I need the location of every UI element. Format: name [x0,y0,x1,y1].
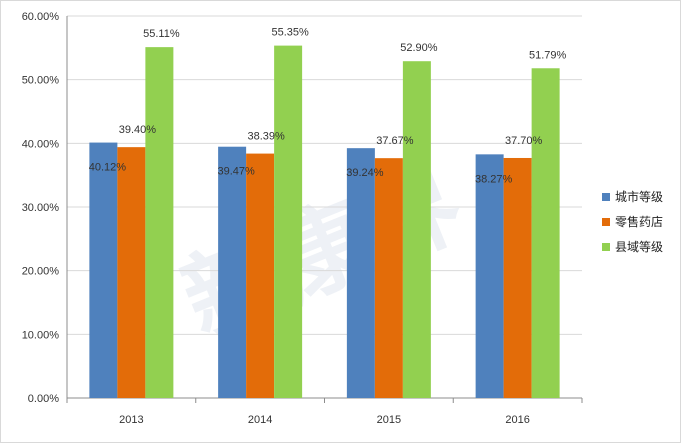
data-label: 38.39% [247,131,285,143]
bar [374,158,403,398]
legend-swatch [602,193,610,201]
legend-label: 城市等级 [615,189,663,204]
x-tick-label: 2014 [248,414,272,426]
data-label: 39.40% [119,124,157,136]
legend-swatch [602,218,610,226]
x-tick-label: 2013 [119,414,143,426]
bars [89,45,560,399]
bar [246,153,275,398]
bar [274,45,303,398]
bar [89,142,118,398]
data-label: 38.27% [475,173,513,185]
data-label: 51.79% [529,49,567,61]
y-tick-label: 30.00% [22,202,60,214]
data-label: 39.24% [346,167,384,179]
bar [218,146,247,398]
data-label: 37.67% [376,135,414,147]
y-tick-label: 50.00% [22,75,60,87]
y-tick-label: 20.00% [22,266,60,278]
x-tick-label: 2015 [377,414,401,426]
bar [346,148,375,398]
y-tick-label: 0.00% [28,393,59,405]
y-tick-label: 60.00% [22,11,60,23]
bar [503,157,532,398]
data-label: 40.12% [89,162,127,174]
data-label: 37.70% [505,135,543,147]
bar [145,47,174,399]
bar [475,154,504,398]
data-labels: 40.12% 39.40% 55.11% 39.47% 38.39% 55.35% 39.2… [89,27,567,186]
bar [531,68,560,399]
bar [402,61,431,398]
bar [117,147,146,398]
legend-label: 县域等级 [615,240,663,254]
legend-label: 零售药店 [615,214,663,229]
x-tick-label: 2016 [505,414,529,426]
data-label: 39.47% [217,166,255,178]
data-label: 52.90% [400,42,438,54]
data-label: 55.11% [143,28,180,40]
y-tick-label: 10.00% [22,329,60,341]
legend-swatch [602,243,610,251]
data-label: 55.35% [271,27,309,39]
y-tick-label: 40.00% [22,138,60,150]
